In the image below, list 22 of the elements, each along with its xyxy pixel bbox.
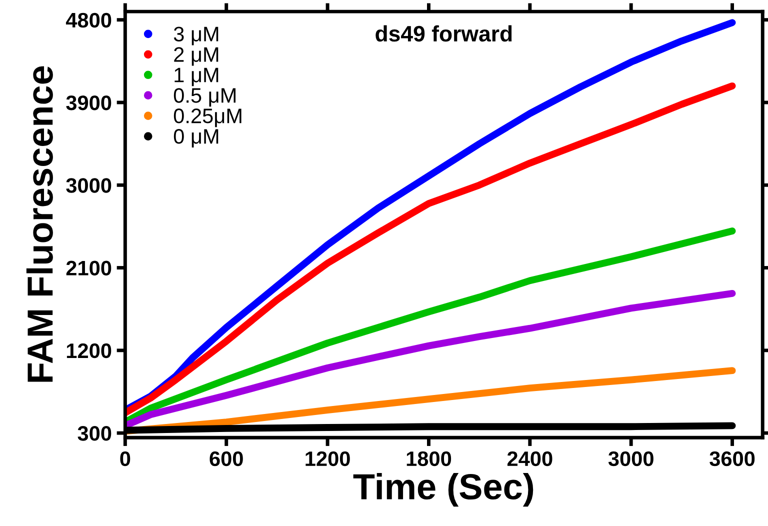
y-axis-title: FAM Fluorescence: [26, 66, 53, 382]
y-tick-label: 2100: [66, 260, 112, 276]
chart-title: ds49 forward: [376, 25, 512, 42]
y-tick-label: 1200: [66, 343, 112, 358]
y-tick-label: 3000: [66, 178, 112, 193]
legend-label: 2 μM: [174, 47, 218, 66]
x-tick-label: 600: [210, 451, 243, 466]
legend-label: 0 μM: [174, 129, 218, 148]
legend-label: 3 μM: [174, 26, 218, 46]
y-tick-label: 3900: [66, 95, 112, 110]
x-axis-title: Time (Sec): [353, 473, 534, 507]
x-tick-label: 1800: [406, 451, 452, 466]
x-tick-label: 0: [120, 451, 130, 466]
x-tick-label: 2400: [507, 451, 552, 466]
x-tick-label: 3600: [710, 451, 755, 466]
legend-label: 0.25μM: [174, 108, 242, 128]
y-tick-label: 4800: [66, 12, 112, 28]
x-tick-label: 3000: [608, 451, 654, 466]
legend-label: 1 μM: [174, 68, 218, 86]
legend-label: 0.5 μM: [174, 88, 236, 107]
y-tick-label: 300: [78, 426, 112, 441]
x-tick-label: 1200: [306, 451, 350, 466]
